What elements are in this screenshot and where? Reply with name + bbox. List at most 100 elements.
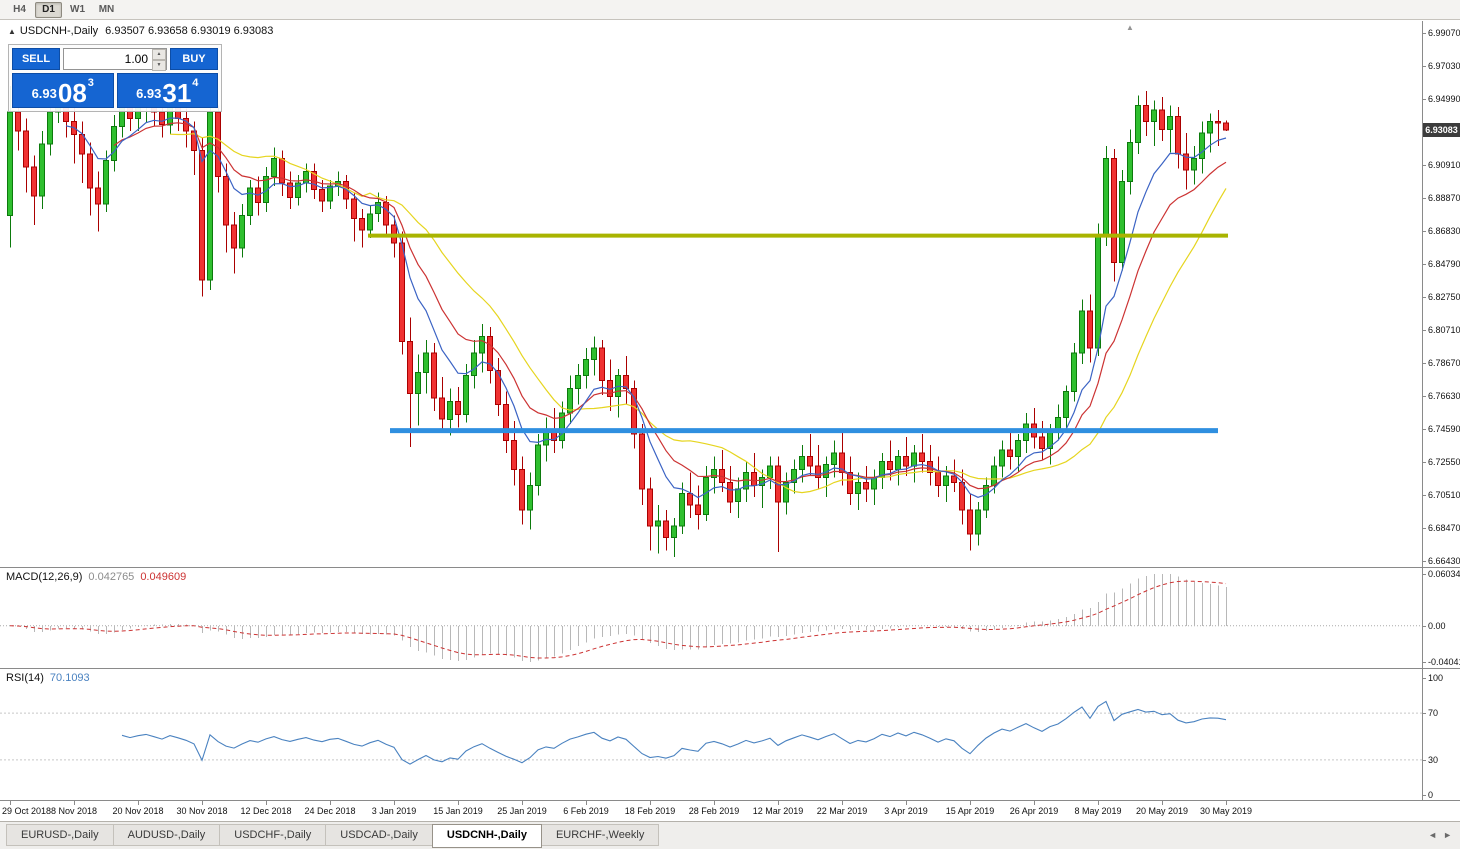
chart-tab-audusd-daily[interactable]: AUDUSD-,Daily (112, 824, 221, 846)
price-scale-label: 6.86830 (1428, 226, 1460, 236)
price-tick (1423, 231, 1426, 232)
bid-price-main: 6.93 (31, 86, 57, 101)
time-scale[interactable]: 29 Oct 2018 8 Nov 2018 20 Nov 2018 30 Nov 2… (0, 800, 1460, 821)
price-tick (1423, 66, 1426, 67)
time-tick (266, 801, 267, 805)
ask-price-main: 6.93 (136, 86, 162, 101)
period-button-w1[interactable]: W1 (64, 2, 91, 18)
price-tick (1423, 198, 1426, 199)
volume-spin-buttons: ▲ ▼ (152, 49, 166, 71)
date-label: 8 Nov 2018 (50, 806, 98, 816)
price-tick (1423, 33, 1426, 34)
candlesticks (7, 77, 1229, 557)
period-button-d1[interactable]: D1 (35, 1, 62, 18)
macd-main-value: 0.042765 (88, 571, 135, 583)
time-tick (458, 801, 459, 805)
rsi-tick (1423, 795, 1426, 796)
period-button-h4[interactable]: H4 (6, 2, 33, 18)
rsi-line (121, 700, 1227, 765)
rsi-scale-label: 100 (1428, 673, 1444, 683)
macd-scale-label: -0.040415 (1428, 657, 1460, 667)
macd-signal-value: 0.049609 (140, 571, 187, 583)
price-tick (1423, 363, 1426, 364)
chart-tabs: EURUSD-,Daily AUDUSD-,Daily USDCHF-,Daily U… (6, 824, 660, 848)
price-scale[interactable]: 6.93083 6.990706.970306.949906.929506.90… (1423, 21, 1460, 567)
timeframe-buttons: H4 D1 W1 MN (6, 1, 120, 18)
current-price-badge: 6.93083 (1423, 123, 1460, 137)
macd-scale-label: 0.00 (1428, 621, 1446, 631)
time-tick (10, 801, 11, 805)
price-scale-label: 6.78670 (1428, 358, 1460, 368)
ask-price-box[interactable]: 6.93 31 4 (116, 73, 218, 108)
macd-tick (1423, 662, 1426, 663)
volume-increase-button[interactable]: ▲ (152, 49, 166, 60)
price-scale-label: 6.99070 (1428, 28, 1460, 38)
trade-controls-row: SELL ▲ ▼ BUY (12, 48, 218, 71)
window-marker-icon: ▲ (8, 27, 16, 36)
bid-price-box[interactable]: 6.93 08 3 (12, 73, 114, 108)
macd-scale[interactable]: 0.060342 0.00 -0.040415 (1423, 567, 1460, 668)
price-scale-label: 6.72550 (1428, 457, 1460, 467)
rsi-tick (1423, 713, 1426, 714)
price-scale-label: 6.68470 (1428, 523, 1460, 533)
date-label: 3 Jan 2019 (371, 806, 417, 816)
time-tick (970, 801, 971, 805)
one-click-trading-panel: SELL ▲ ▼ BUY 6.93 08 3 6.93 (8, 44, 222, 112)
date-label: 25 Jan 2019 (497, 806, 547, 816)
time-tick (714, 801, 715, 805)
rsi-panel-canvas[interactable] (0, 669, 1422, 800)
tab-scroll-right-icon[interactable]: ► (1443, 830, 1452, 840)
date-label: 20 May 2019 (1135, 806, 1189, 816)
chart-shift-marker-icon[interactable]: ▲ (1126, 23, 1134, 32)
macd-panel-canvas[interactable] (0, 568, 1422, 668)
date-label: 30 Nov 2018 (176, 806, 228, 816)
chart-tab-eurusd-daily[interactable]: EURUSD-,Daily (6, 824, 114, 846)
tab-scroll-left-icon[interactable]: ◄ (1428, 830, 1438, 840)
date-label: 12 Mar 2019 (752, 806, 804, 816)
rsi-tick (1423, 678, 1426, 679)
chart-tab-usdcad-daily[interactable]: USDCAD-,Daily (325, 824, 433, 846)
rsi-tick (1423, 760, 1426, 761)
macd-tick (1423, 574, 1426, 575)
chart-tab-eurchf-weekly[interactable]: EURCHF-,Weekly (540, 824, 660, 846)
chart-tab-usdchf-daily[interactable]: USDCHF-,Daily (219, 824, 327, 846)
macd-label-row: MACD(12,26,9) 0.042765 0.049609 (6, 571, 192, 583)
date-label: 3 Apr 2019 (884, 806, 928, 816)
rsi-scale-label: 30 (1428, 755, 1439, 765)
macd-tick (1423, 626, 1426, 627)
price-scale-label: 6.80710 (1428, 325, 1460, 335)
macd-signal-line (9, 580, 1227, 659)
rsi-scale[interactable]: 100 70 30 0 (1423, 668, 1460, 800)
buy-button[interactable]: BUY (170, 48, 218, 70)
time-tick (74, 801, 75, 805)
time-tick (1098, 801, 1099, 805)
price-scale-divider (1422, 21, 1423, 800)
macd-name-label: MACD(12,26,9) (6, 571, 83, 583)
price-tick (1423, 528, 1426, 529)
time-tick (586, 801, 587, 805)
price-tick (1423, 165, 1426, 166)
time-tick (778, 801, 779, 805)
sell-button[interactable]: SELL (12, 48, 60, 70)
trade-prices-row: 6.93 08 3 6.93 31 4 (12, 73, 218, 108)
price-scale-label: 6.76630 (1428, 391, 1460, 401)
date-label: 8 May 2019 (1074, 806, 1122, 816)
chart-tab-usdcnh-daily[interactable]: USDCNH-,Daily (431, 824, 542, 848)
volume-decrease-button[interactable]: ▼ (152, 60, 166, 71)
panel-divider-macd[interactable] (0, 567, 1460, 568)
panel-divider-rsi[interactable] (0, 668, 1460, 669)
date-label: 29 Oct 2018 (2, 806, 52, 816)
timeframe-toolbar: H4 D1 W1 MN (0, 0, 1460, 20)
price-scale-label: 6.94990 (1428, 94, 1460, 104)
time-tick (906, 801, 907, 805)
price-tick (1423, 561, 1426, 562)
chart-ohlc-values: 6.93507 6.93658 6.93019 6.93083 (105, 25, 274, 37)
main-chart-canvas[interactable] (0, 21, 1422, 567)
price-tick (1423, 264, 1426, 265)
period-button-mn[interactable]: MN (93, 2, 120, 18)
rsi-value: 70.1093 (49, 672, 90, 684)
volume-input[interactable] (63, 48, 167, 70)
time-tick (1226, 801, 1227, 805)
time-tick (394, 801, 395, 805)
bid-price-big-digits: 08 (57, 77, 87, 108)
